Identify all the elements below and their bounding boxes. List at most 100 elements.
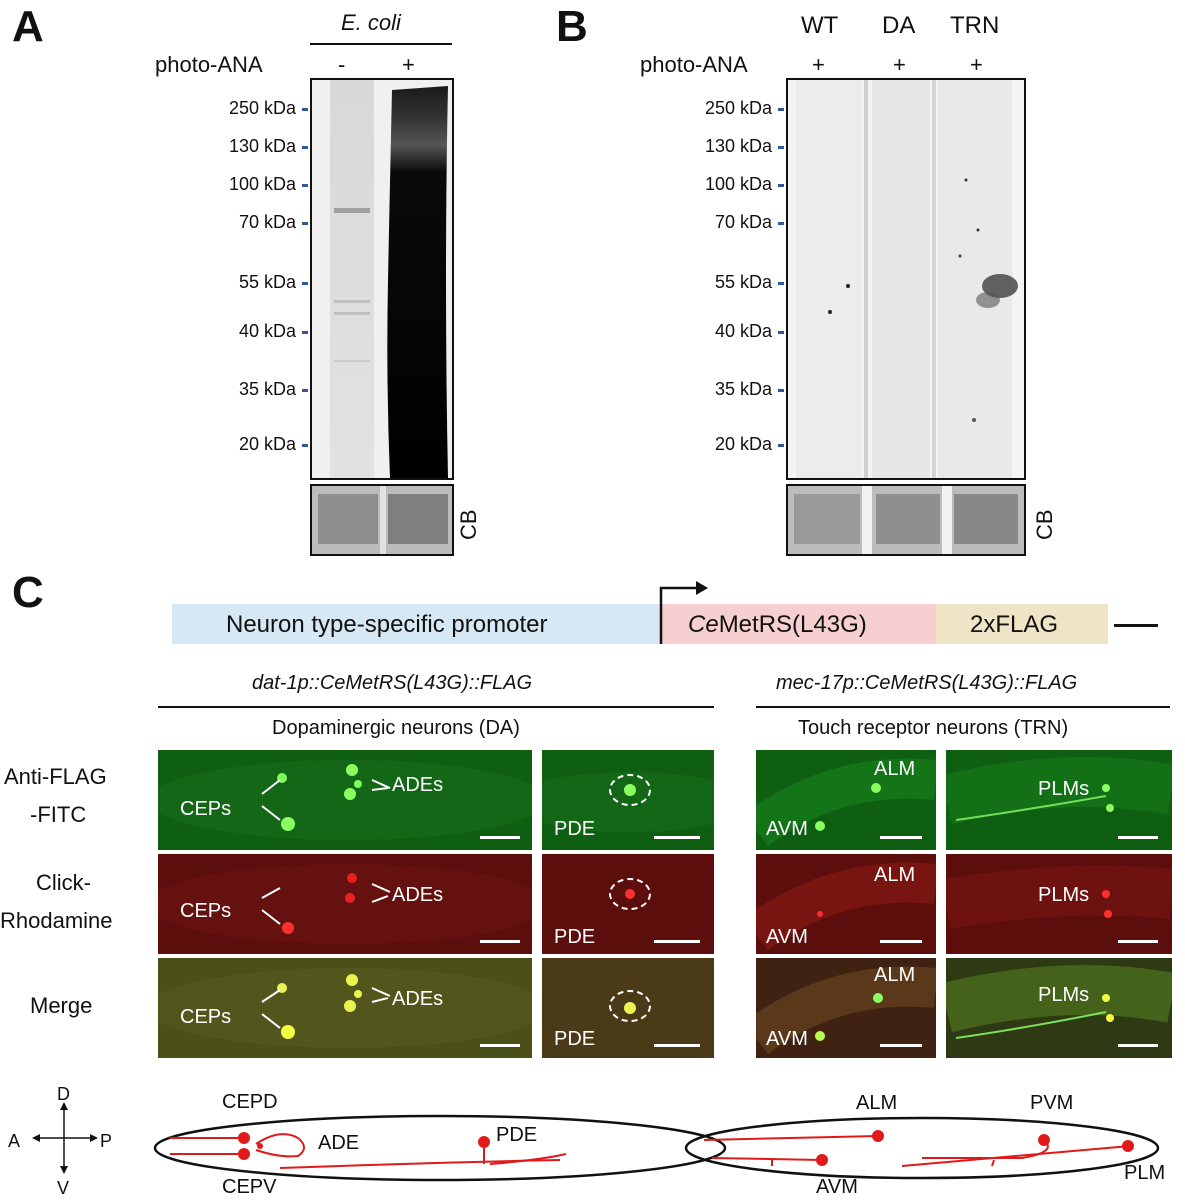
schematic-avm: AVM	[816, 1176, 858, 1198]
panel-a-lane-minus: -	[338, 52, 346, 77]
right-genotype: mec-17p::CeMetRS(L43G)::FLAG	[776, 672, 1078, 694]
marker-tick	[778, 282, 784, 285]
panel-letter-a: A	[12, 2, 44, 51]
row-label-merge: Merge	[30, 993, 93, 1018]
label-ceps: CEPs	[180, 1006, 232, 1028]
neuron-signal	[946, 965, 1172, 1039]
left-genotype-line	[158, 706, 714, 708]
label-plms: PLMs	[1038, 984, 1090, 1006]
marker-label: 20 kDa	[238, 434, 296, 454]
marker-label: 35 kDa	[714, 379, 772, 399]
label-ades: ADEs	[392, 884, 444, 906]
label-pde: PDE	[554, 818, 596, 840]
marker-label: 250 kDa	[228, 98, 296, 118]
schematic-cepv: CEPV	[222, 1176, 277, 1198]
construct-gene-box	[660, 604, 936, 644]
neuron-signal	[609, 990, 651, 1022]
panel-letter-b: B	[556, 2, 588, 51]
scale-bar	[480, 836, 520, 839]
marker-label: 100 kDa	[704, 174, 772, 194]
image-trn-tail-merge: PLMs	[946, 958, 1172, 1058]
panel-letter-c: C	[12, 568, 44, 617]
image-da-tail-merge: PDE	[542, 958, 714, 1058]
row-label-fitc-2: -FITC	[30, 802, 87, 827]
right-genotype-line	[756, 706, 1170, 708]
construct-gene-prefix: Ce	[688, 611, 719, 638]
left-genotype: dat-1p::CeMetRS(L43G)::FLAG	[252, 672, 533, 694]
schematic-worm-da	[153, 1114, 727, 1182]
construct-promoter-box	[172, 604, 660, 644]
marker-label: 20 kDa	[714, 434, 772, 454]
row-label-rhod-2: Rhodamine	[0, 908, 113, 933]
label-alm: ALM	[874, 864, 916, 886]
panel-b-cb-image	[788, 486, 1024, 554]
panel-b-gel-image	[796, 80, 1018, 478]
panel-b-lane-3: +	[970, 52, 983, 77]
panel-b-cb-strip	[786, 484, 1026, 556]
marker-tick	[302, 444, 308, 447]
scale-bar	[880, 836, 922, 839]
axis-d: D	[57, 1084, 70, 1104]
panel-b-col-da: DA	[882, 12, 916, 39]
left-title: Dopaminergic neurons (DA)	[272, 717, 520, 739]
label-ades: ADEs	[392, 774, 444, 796]
row-label-rhod-1: Click-	[36, 870, 91, 895]
neuron-signal	[158, 968, 532, 1048]
axis-p: P	[100, 1131, 113, 1151]
marker-label: 55 kDa	[238, 272, 296, 292]
scale-bar	[880, 1044, 922, 1047]
panel-b-gel	[786, 78, 1026, 480]
right-title: Touch receptor neurons (TRN)	[798, 717, 1069, 739]
marker-tick	[778, 444, 784, 447]
panel-a-gel	[310, 78, 454, 480]
panel-a-header-line	[310, 43, 452, 45]
panel-a-lane-plus: +	[402, 52, 415, 77]
transcription-start-arrow-icon	[659, 581, 708, 644]
label-pde: PDE	[554, 926, 596, 948]
axis-a: A	[8, 1131, 21, 1151]
marker-tick	[302, 184, 308, 187]
image-da-head-rhod: CEPs ADEs	[158, 854, 532, 954]
row-label-fitc-1: Anti-FLAG	[4, 764, 107, 789]
image-trn-head-merge: ALM AVM	[756, 958, 936, 1058]
panel-b-lane-1: +	[812, 52, 825, 77]
construct-promoter-label: Neuron type-specific promoter	[226, 611, 548, 638]
schematic-pde: PDE	[496, 1124, 538, 1146]
marker-tick	[778, 108, 784, 111]
label-ades: ADEs	[392, 988, 444, 1010]
neuron-signal	[158, 864, 532, 944]
label-plms: PLMs	[1038, 884, 1090, 906]
label-avm: AVM	[766, 818, 808, 840]
marker-label: 100 kDa	[228, 174, 296, 194]
construct-gene-label: CeMetRS(L43G)	[688, 611, 867, 639]
marker-tick	[778, 389, 784, 392]
schematic-plm: PLM	[1124, 1162, 1166, 1184]
scale-bar	[480, 940, 520, 943]
schematic-alm: ALM	[856, 1092, 898, 1114]
image-da-head-merge: CEPs ADEs	[158, 958, 532, 1058]
image-trn-tail-rhod: PLMs	[946, 854, 1172, 954]
marker-tick	[302, 331, 308, 334]
orientation-axes-icon	[32, 1102, 98, 1174]
marker-label: 55 kDa	[714, 272, 772, 292]
construct-tag-box	[936, 604, 1108, 644]
neuron-signal	[756, 966, 936, 1055]
scale-bar	[1118, 940, 1158, 943]
neuron-signal	[542, 772, 714, 832]
marker-tick	[778, 222, 784, 225]
panel-b-lane-2: +	[893, 52, 906, 77]
marker-label: 40 kDa	[238, 321, 296, 341]
image-trn-head-fitc: ALM AVM	[756, 750, 936, 850]
marker-label: 130 kDa	[228, 136, 296, 156]
schematic-worm-trn	[684, 1116, 1160, 1180]
marker-label: 250 kDa	[704, 98, 772, 118]
neuron-signal	[946, 865, 1172, 929]
image-da-tail-rhod: PDE	[542, 854, 714, 954]
panel-a-gel-image	[330, 80, 448, 478]
scale-bar	[1118, 1044, 1158, 1047]
image-trn-head-rhod: ALM AVM	[756, 854, 936, 954]
panel-b-col-wt: WT	[801, 12, 839, 39]
construct-tag-label: 2xFLAG	[970, 611, 1059, 638]
axis-v: V	[57, 1178, 70, 1198]
panel-b-cb-label: CB	[1032, 509, 1057, 540]
